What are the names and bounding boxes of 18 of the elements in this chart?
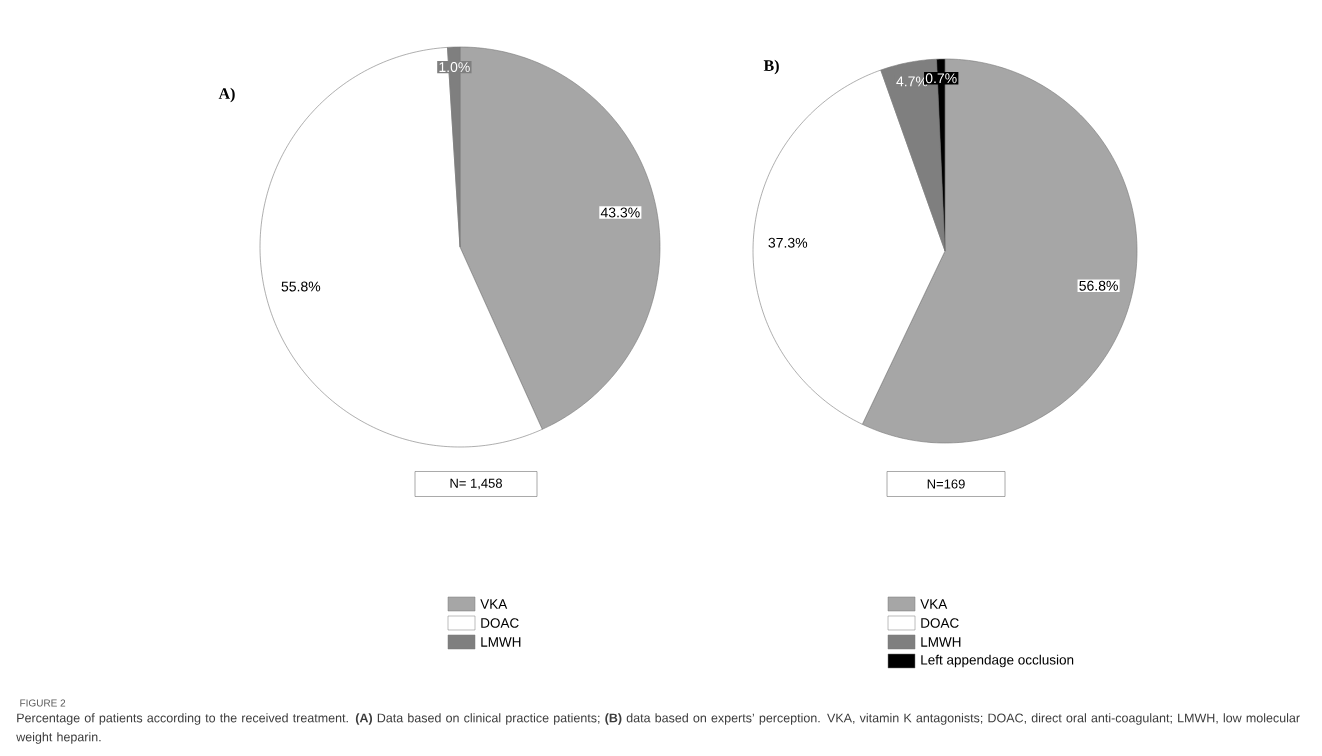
text: N= 1,458: [450, 478, 502, 490]
caption: FIGURE 2: [20, 699, 66, 707]
legend-label: Left appendage occlusion: [921, 654, 1074, 668]
data-label: 1.0%: [439, 62, 470, 73]
legend-label: VKA: [480, 599, 508, 609]
legend-label: DOAC: [921, 618, 959, 628]
text: Percentage of patients according to the received treatment. (A) Data based on clinical practice patients; (B) data based on experts’ perception. VKA, vitamin K antagonists; DOAC, direct oral anti-coagulant; LMWH, low molecular weight heparin.: [16, 713, 1300, 744]
legend-label: DOAC: [481, 618, 519, 628]
data-label: 55.8%: [281, 281, 321, 292]
legend-label: VKA: [920, 599, 948, 609]
data-label: 56.8%: [1079, 280, 1118, 291]
legend-label: LMWH: [481, 637, 521, 647]
text: N=169: [927, 479, 965, 489]
chart-title: B): [763, 59, 779, 75]
legend-label: LMWH: [921, 637, 961, 647]
text: A): [218, 87, 235, 103]
data-label: 43.3%: [600, 207, 640, 218]
data-label: 37.3%: [768, 237, 808, 248]
